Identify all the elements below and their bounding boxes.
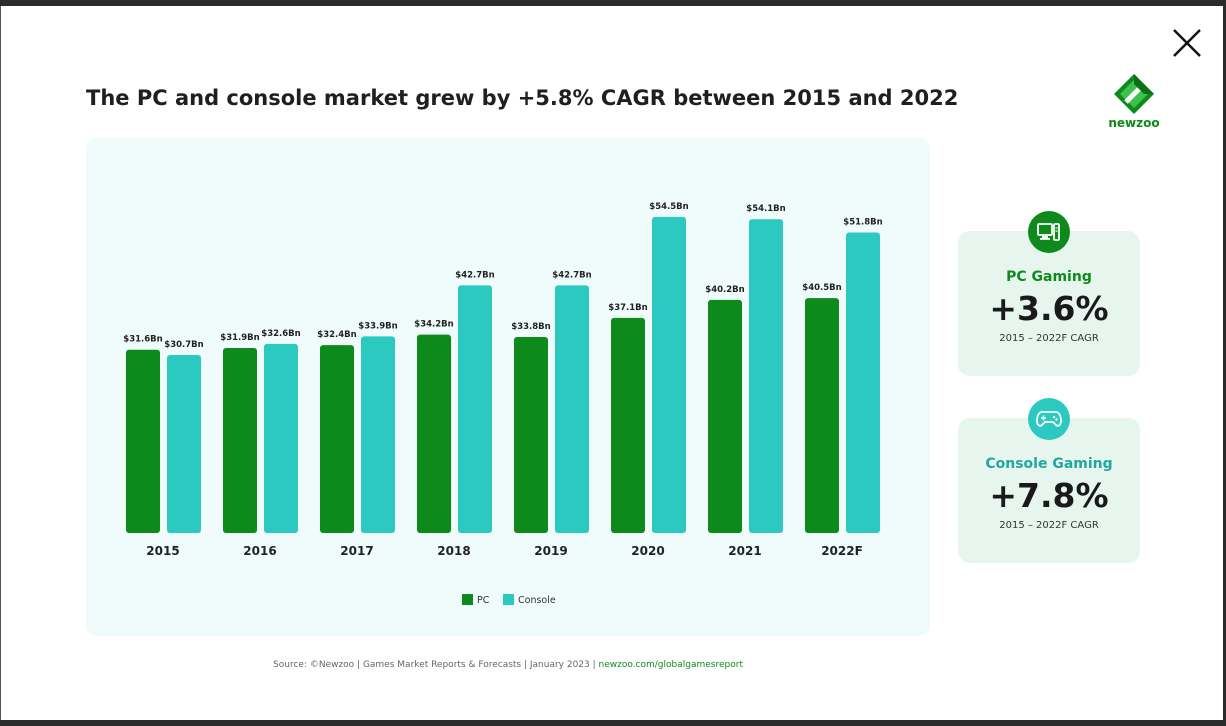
legend-swatch-pc	[462, 594, 473, 605]
legend-label-console: Console	[518, 595, 556, 606]
x-tick-label-2022F: 2022F	[821, 544, 863, 558]
legend-swatch-console	[503, 594, 514, 605]
console-value-label-2019: $42.7Bn	[552, 270, 591, 280]
console-bar-2020	[652, 216, 686, 533]
x-tick-label-2021: 2021	[728, 544, 761, 558]
console-value-label-2022F: $51.8Bn	[843, 218, 882, 228]
pc-value-label-2021: $40.2Bn	[705, 285, 744, 295]
console-bar-2021	[749, 219, 783, 533]
x-tick-label-2019: 2019	[534, 544, 567, 558]
pc-value-label-2017: $32.4Bn	[317, 330, 356, 340]
pc-gaming-card: PC Gaming +3.6% 2015 – 2022F CAGR	[958, 231, 1140, 376]
pc-bar-2015	[126, 349, 160, 533]
pc-bar-2018	[417, 334, 451, 533]
console-value-label-2015: $30.7Bn	[164, 340, 203, 350]
pc-bar-2021	[708, 299, 742, 533]
console-bar-2016	[264, 343, 298, 533]
console-bar-2017	[361, 336, 395, 533]
logo-text: newzoo	[1108, 116, 1160, 130]
pc-value-label-2016: $31.9Bn	[220, 333, 259, 343]
console-value-label-2020: $54.5Bn	[649, 202, 688, 212]
console-bar-2022F	[846, 232, 880, 533]
pc-value-label-2015: $31.6Bn	[123, 335, 162, 345]
console-bar-2019	[555, 285, 589, 533]
pc-bar-2020	[611, 317, 645, 533]
source-footnote: Source: ©Newzoo | Games Market Reports &…	[86, 660, 930, 670]
console-value-label-2018: $42.7Bn	[455, 270, 494, 280]
console-gaming-label: Console Gaming	[985, 456, 1113, 472]
pc-bar-2017	[320, 345, 354, 533]
console-bar-2018	[458, 285, 492, 533]
console-bar-2015	[167, 354, 201, 533]
console-gaming-card: Console Gaming +7.8% 2015 – 2022F CAGR	[958, 418, 1140, 563]
legend-label-pc: PC	[477, 595, 490, 606]
desktop-computer-icon	[1028, 211, 1070, 253]
x-tick-label-2017: 2017	[340, 544, 373, 558]
x-tick-label-2015: 2015	[146, 544, 179, 558]
pc-bar-2022F	[805, 298, 839, 533]
x-tick-label-2018: 2018	[437, 544, 470, 558]
pc-value-label-2022F: $40.5Bn	[802, 283, 841, 293]
pc-gaming-value: +3.6%	[989, 289, 1109, 328]
console-value-label-2017: $33.9Bn	[358, 321, 397, 331]
x-tick-label-2020: 2020	[631, 544, 664, 558]
close-icon	[1173, 29, 1201, 57]
console-gaming-period: 2015 – 2022F CAGR	[999, 520, 1099, 531]
source-link[interactable]: newzoo.com/globalgamesreport	[598, 660, 743, 670]
pc-value-label-2018: $34.2Bn	[414, 320, 453, 330]
pc-bar-2019	[514, 336, 548, 533]
close-button[interactable]	[1168, 24, 1206, 62]
gamepad-icon	[1028, 398, 1070, 440]
source-text: Source: ©Newzoo | Games Market Reports &…	[273, 660, 599, 670]
console-value-label-2016: $32.6Bn	[261, 329, 300, 339]
pc-value-label-2019: $33.8Bn	[511, 322, 550, 332]
x-tick-label-2016: 2016	[243, 544, 276, 558]
pc-gaming-period: 2015 – 2022F CAGR	[999, 333, 1099, 344]
console-value-label-2021: $54.1Bn	[746, 204, 785, 214]
chart-title: The PC and console market grew by +5.8% …	[86, 86, 959, 110]
pc-value-label-2020: $37.1Bn	[608, 303, 647, 313]
newzoo-logo-icon	[1104, 72, 1164, 132]
bar-chart: $31.6Bn$30.7Bn 2015 $31.9Bn $32.6Bn 2016 $32.…	[123, 202, 882, 606]
console-gaming-value: +7.8%	[989, 476, 1109, 515]
pc-gaming-label: PC Gaming	[1006, 269, 1092, 285]
pc-bar-2016	[223, 347, 257, 533]
